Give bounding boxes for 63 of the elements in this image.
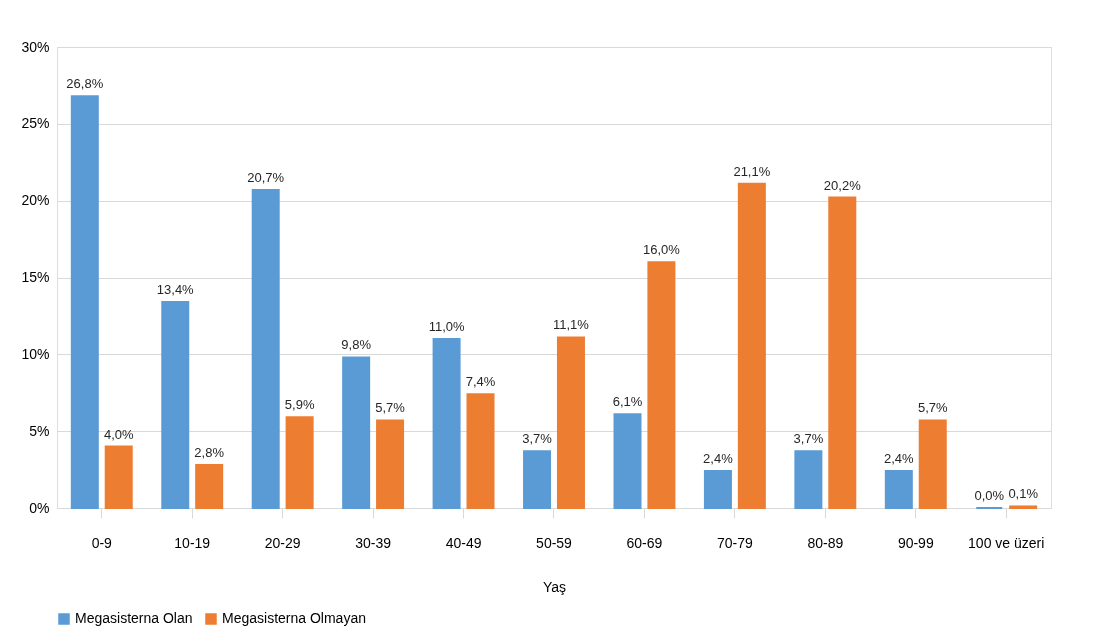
data-label: 5,9% <box>284 397 315 413</box>
data-label: 13,4% <box>156 282 195 298</box>
x-tick-label: 70-79 <box>716 534 754 551</box>
bar <box>794 450 823 509</box>
data-label: 9,8% <box>341 337 372 353</box>
y-tick-label: 15% <box>21 269 50 285</box>
data-label: 26,8% <box>66 76 104 92</box>
bar <box>466 393 495 509</box>
y-tick-label: 10% <box>21 345 50 362</box>
data-label: 0,1% <box>1008 486 1039 502</box>
data-label: 0,0% <box>974 488 1005 503</box>
x-axis-title: Yaş <box>542 578 567 595</box>
data-label: 7,4% <box>465 374 496 390</box>
bar <box>556 336 585 509</box>
data-label: 5,7% <box>375 400 406 416</box>
data-label: 2,4% <box>884 451 915 467</box>
data-label: 11,1% <box>553 317 590 333</box>
bar <box>195 463 224 509</box>
x-tick-label: 20-29 <box>264 534 301 551</box>
data-label: 11,0% <box>428 318 465 334</box>
data-label: 3,7% <box>522 431 553 447</box>
legend-label: Megasisterna Olan <box>75 610 193 626</box>
bar <box>828 196 857 509</box>
data-label: 5,7% <box>917 400 948 416</box>
bar <box>376 419 405 509</box>
bar <box>613 413 642 509</box>
bar <box>703 470 732 509</box>
bar <box>161 301 190 509</box>
bar <box>647 261 676 509</box>
y-tick-label: 5% <box>29 422 50 439</box>
bar <box>884 470 913 509</box>
legend-label: Megasisterna Olmayan <box>222 610 366 626</box>
x-tick-label: 100 ve üzeri <box>968 534 1045 551</box>
bar <box>523 450 552 509</box>
bar <box>918 419 947 509</box>
bar <box>70 95 99 509</box>
bar <box>251 188 280 509</box>
bar <box>104 445 133 509</box>
data-label: 4,0% <box>103 426 134 442</box>
x-tick-label: 60-69 <box>626 534 663 551</box>
y-tick-label: 20% <box>21 192 50 209</box>
data-label: 21,1% <box>733 163 771 179</box>
data-label: 6,1% <box>612 394 643 410</box>
y-tick-label: 0% <box>29 499 50 516</box>
bar <box>737 182 766 509</box>
data-label: 20,2% <box>823 177 862 193</box>
y-tick-label: 25% <box>21 115 50 132</box>
data-label: 2,4% <box>703 451 734 467</box>
x-tick-label: 40-49 <box>445 534 482 551</box>
x-tick-label: 50-59 <box>536 534 573 551</box>
x-tick-label: 0-9 <box>91 534 113 551</box>
data-label: 16,0% <box>642 242 681 258</box>
x-tick-label: 30-39 <box>355 534 392 551</box>
data-label: 3,7% <box>793 431 824 447</box>
x-tick-label: 90-99 <box>897 534 934 551</box>
x-tick-label: 10-19 <box>174 534 211 551</box>
y-tick-label: 30% <box>21 38 50 55</box>
bar <box>285 416 314 509</box>
data-label: 2,8% <box>194 444 225 460</box>
bar <box>432 337 461 509</box>
x-tick-label: 80-89 <box>807 534 844 551</box>
bar <box>342 356 371 509</box>
data-label: 20,7% <box>247 169 285 185</box>
